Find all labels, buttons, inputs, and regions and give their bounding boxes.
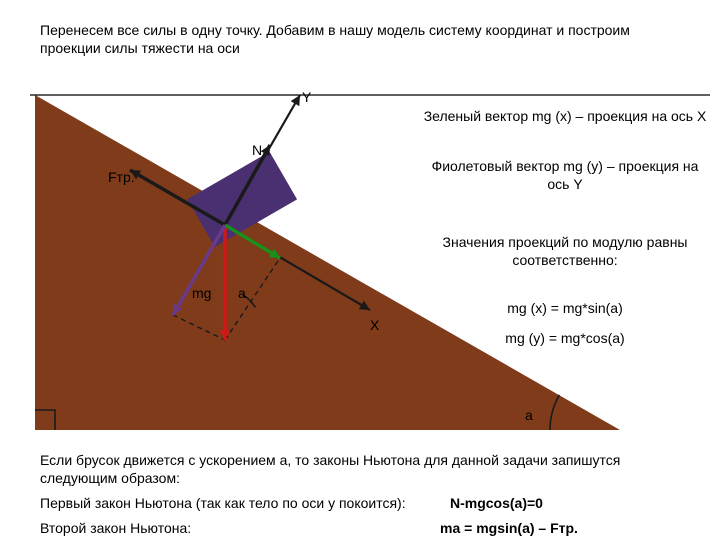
newton-intro: Если брусок движется с ускорением a, то … [40, 452, 680, 487]
svg-text:X: X [370, 317, 380, 333]
svg-text:a: a [525, 407, 533, 423]
svg-text:N: N [252, 142, 262, 158]
first-law-eq: N-mgcos(a)=0 [450, 495, 650, 513]
svg-text:Fтр.: Fтр. [108, 169, 135, 185]
second-law-label: Второй закон Ньютона: [40, 520, 320, 538]
second-law-eq: ma = mgsin(a) – Fтр. [440, 520, 690, 538]
svg-text:Y: Y [302, 89, 312, 105]
svg-text:a: a [238, 285, 246, 301]
first-law-label: Первый закон Ньютона (так как тело по ос… [40, 495, 420, 513]
physics-diagram: Y N Fтр. mg a Xa [0, 0, 720, 440]
svg-text:mg: mg [192, 285, 211, 301]
